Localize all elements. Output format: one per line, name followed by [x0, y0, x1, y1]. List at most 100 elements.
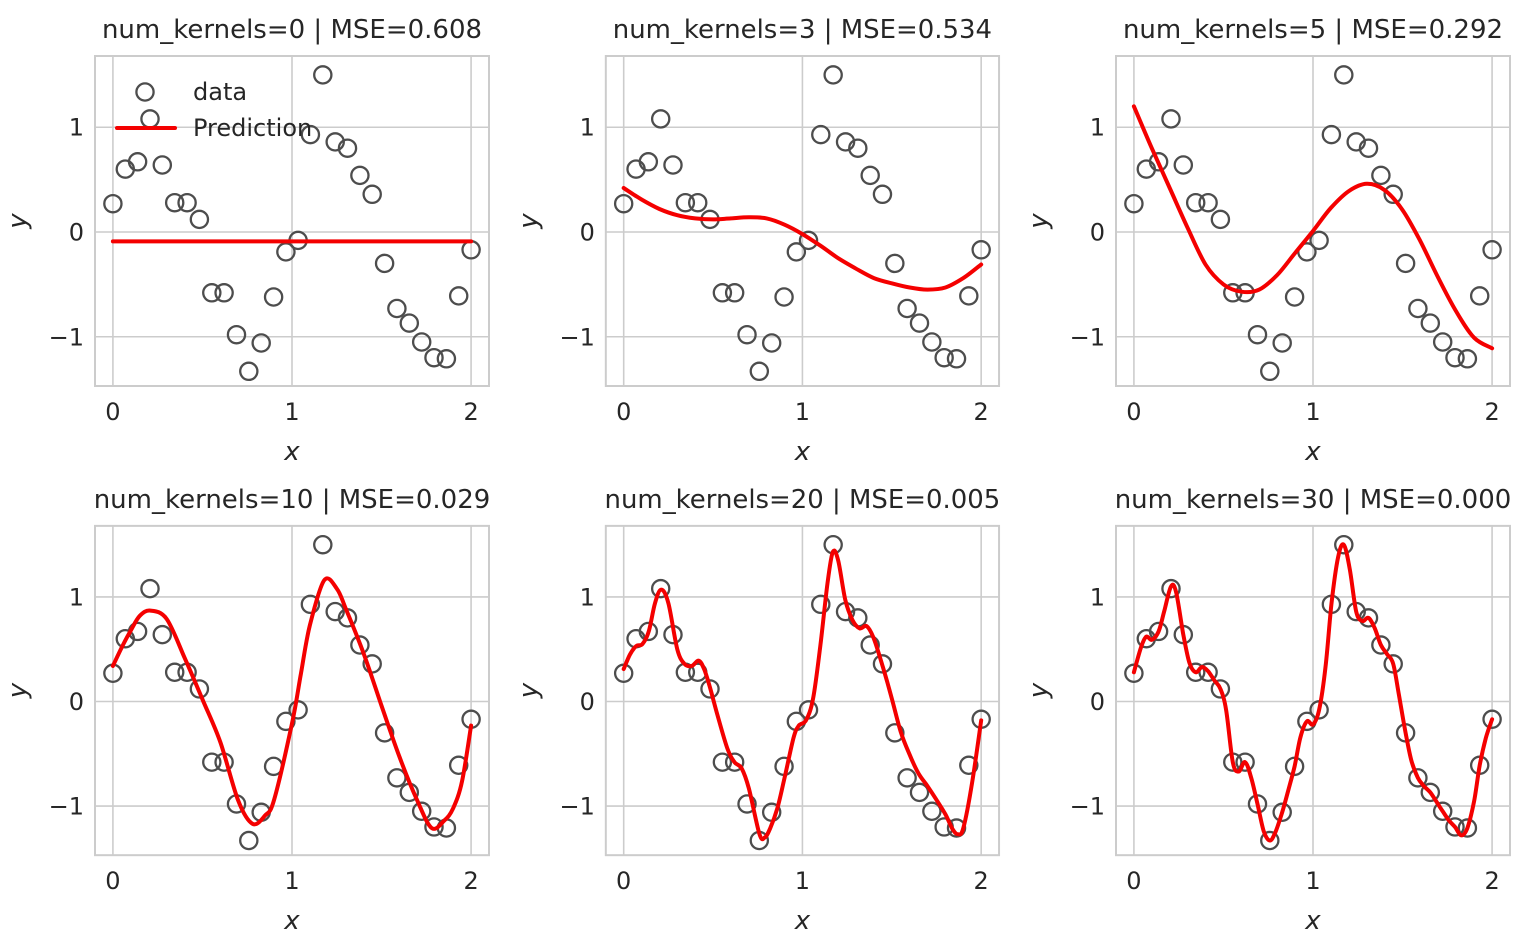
subplot-title: num_kernels=10 | MSE=0.029	[94, 485, 491, 515]
data-point	[127, 152, 148, 172]
data-point	[1445, 817, 1465, 837]
x-tick-label: 1	[795, 867, 810, 895]
data-point	[1198, 192, 1218, 213]
subplot-0-canvas: 0 1 2 −1 0 1 num_kernels=0 | MSE=0.608 x y d…	[3, 15, 490, 467]
y-axis-label: y	[3, 682, 33, 699]
y-tick-label: 0	[580, 688, 595, 716]
data-point	[1371, 165, 1391, 186]
data-point	[897, 768, 917, 788]
data-point	[226, 324, 247, 345]
grid-lines	[95, 56, 489, 386]
grid-lines	[1116, 56, 1510, 386]
y-axis-label: y	[1024, 682, 1054, 699]
prediction-line	[1131, 542, 1495, 843]
y-tick-label: 0	[69, 219, 84, 247]
data-point	[971, 240, 991, 260]
y-tick-label: 1	[580, 583, 595, 611]
y-axis-label: y	[1024, 213, 1054, 230]
y-tick-label: −1	[560, 793, 595, 821]
x-tick-label: 2	[974, 867, 989, 895]
data-point	[761, 333, 782, 353]
scatter-points	[1124, 65, 1502, 382]
x-tick-label: 0	[105, 398, 120, 426]
x-tick-label: 1	[795, 398, 810, 426]
data-point	[1148, 152, 1169, 172]
y-tick-label: 0	[69, 688, 84, 716]
data-point	[399, 313, 420, 333]
data-point	[1185, 192, 1206, 213]
subplot-1-canvas: 0 1 2 −1 0 1 num_kernels=3 | MSE=0.534 x y	[514, 15, 1001, 467]
data-point	[1408, 298, 1428, 319]
axes-border	[604, 55, 1001, 387]
data-point	[909, 782, 930, 803]
subplot-3-canvas: 0 1 2 −1 0 1 num_kernels=10 | MSE=0.029 x y	[3, 485, 491, 936]
data-point	[164, 662, 185, 682]
data-point	[1420, 313, 1441, 333]
prediction-line	[621, 548, 984, 842]
data-point	[177, 192, 197, 213]
data-point	[675, 192, 696, 213]
data-point	[922, 801, 942, 822]
data-point	[1235, 752, 1255, 772]
data-point	[613, 193, 634, 214]
y-tick-label: 1	[1090, 114, 1105, 142]
x-tick-label: 1	[284, 398, 299, 426]
x-tick-label: 2	[1484, 867, 1499, 895]
prediction-line	[110, 576, 474, 831]
data-point	[1210, 209, 1231, 230]
x-tick-label: 0	[105, 867, 120, 895]
data-point	[1321, 124, 1342, 145]
data-point	[1334, 65, 1354, 85]
subplot-5-canvas: 0 1 2 −1 0 1 num_kernels=30 | MSE=0.000 x y	[1024, 485, 1511, 936]
data-point	[700, 679, 720, 699]
data-point	[848, 138, 868, 158]
subplot-num-kernels-20: 0 1 2 −1 0 1 num_kernels=20 | MSE=0.005 x y	[511, 470, 1021, 939]
subplot-num-kernels-30: 0 1 2 −1 0 1 num_kernels=30 | MSE=0.000 x y	[1021, 470, 1532, 939]
data-point	[448, 286, 469, 306]
data-point	[724, 752, 745, 772]
data-point	[835, 132, 856, 152]
data-point	[1395, 253, 1416, 274]
data-point	[1346, 132, 1366, 152]
data-point	[1260, 830, 1280, 851]
subplot-4-canvas: 0 1 2 −1 0 1 num_kernels=20 | MSE=0.005 x y	[514, 485, 1000, 936]
subplot-title: num_kernels=3 | MSE=0.534	[613, 15, 992, 45]
data-point	[798, 230, 819, 251]
data-point	[152, 155, 173, 175]
grid-lines	[1116, 525, 1510, 856]
y-tick-labels: −1 0 1	[1070, 583, 1105, 820]
data-point	[1272, 802, 1292, 822]
y-tick-label: 1	[69, 583, 84, 611]
data-point	[774, 287, 794, 307]
subplot-num-kernels-5: 0 1 2 −1 0 1 num_kernels=5 | MSE=0.292 x y	[1021, 0, 1532, 470]
data-point	[885, 723, 905, 743]
data-point	[1432, 332, 1453, 352]
data-point	[1371, 635, 1391, 655]
y-tick-labels: −1 0 1	[560, 583, 595, 820]
axes-border	[1115, 55, 1511, 387]
y-tick-labels: −1 0 1	[560, 114, 595, 352]
data-point	[1334, 535, 1354, 555]
data-point	[688, 192, 708, 213]
subplot-2-canvas: 0 1 2 −1 0 1 num_kernels=5 | MSE=0.292 x y	[1024, 15, 1511, 467]
data-point	[189, 209, 210, 230]
x-axis-label: x	[1304, 437, 1321, 467]
y-tick-label: −1	[49, 323, 84, 351]
data-point	[448, 755, 469, 775]
y-axis-label: y	[3, 213, 33, 230]
x-tick-label: 2	[463, 398, 478, 426]
data-point	[1432, 801, 1453, 822]
data-point	[350, 635, 370, 655]
data-point	[860, 165, 880, 186]
data-point	[374, 253, 395, 274]
data-point	[650, 578, 671, 599]
y-tick-label: −1	[560, 323, 595, 351]
x-tick-label: 1	[1305, 398, 1320, 426]
x-tick-labels: 0 1 2	[616, 398, 989, 426]
data-point	[934, 347, 954, 368]
y-tick-label: −1	[1070, 323, 1105, 351]
x-axis-label: x	[1304, 906, 1321, 936]
x-tick-labels: 0 1 2	[105, 398, 478, 426]
data-point	[909, 313, 930, 333]
data-point	[1383, 184, 1403, 205]
